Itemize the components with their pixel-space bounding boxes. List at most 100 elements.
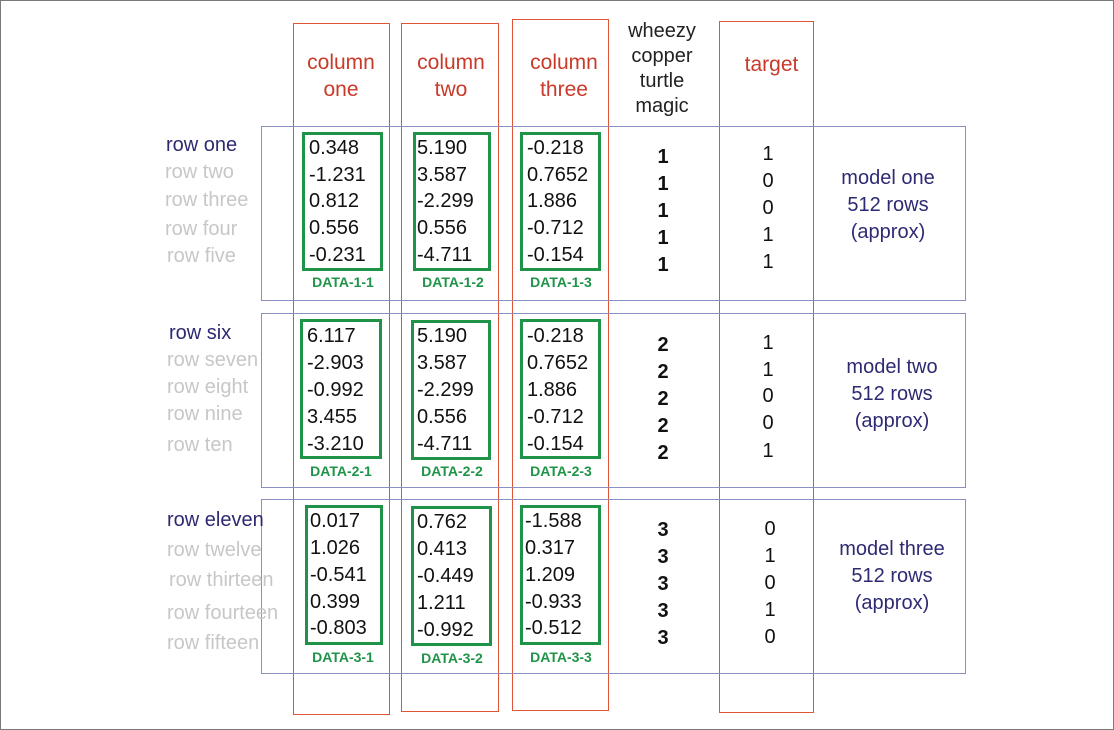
- data-value: -0.803: [310, 617, 367, 639]
- wheezy-value: 3: [657, 546, 669, 568]
- wheezy-value: 2: [657, 415, 669, 437]
- data-value: -0.218: [527, 137, 584, 159]
- data-box-3-1: [305, 505, 383, 645]
- column-header-line: copper: [631, 45, 693, 67]
- model-description-line: (approx): [850, 221, 926, 243]
- wheezy-value: 1: [657, 200, 669, 222]
- data-box-2-1: [300, 319, 382, 459]
- target-value: 0: [764, 518, 776, 540]
- data-box-1-1: [302, 132, 383, 271]
- model-box-one: [261, 126, 966, 301]
- data-value: -3.210: [307, 433, 364, 455]
- wheezy-value: 1: [657, 173, 669, 195]
- model-description-line: 512 rows: [847, 194, 929, 216]
- column-header-line: three: [540, 78, 588, 101]
- target-value: 1: [764, 599, 776, 621]
- target-value: 1: [762, 251, 774, 273]
- wheezy-value: 3: [657, 519, 669, 541]
- row-label: row two: [165, 161, 234, 183]
- model-description: model one 512 rows (approx): [813, 165, 963, 246]
- data-value: -1.231: [309, 164, 366, 186]
- data-value: 1.886: [527, 379, 578, 401]
- target-value: 1: [762, 332, 774, 354]
- data-value: -2.903: [307, 352, 364, 374]
- data-value: 0.556: [417, 217, 468, 239]
- model-box-three: [261, 499, 966, 674]
- target-value: 1: [762, 440, 774, 462]
- wheezy-value: 2: [657, 334, 669, 356]
- data-value: 3.455: [307, 406, 358, 428]
- row-label: row five: [167, 245, 236, 267]
- row-label: row fourteen: [167, 602, 279, 624]
- data-value: 0.413: [417, 538, 468, 560]
- model-description-line: (approx): [854, 410, 930, 432]
- target-value: 1: [762, 224, 774, 246]
- data-label: DATA-2-1: [310, 463, 372, 479]
- data-value: 0.317: [525, 537, 576, 559]
- target-value: 1: [762, 143, 774, 165]
- data-value: 1.886: [527, 190, 578, 212]
- target-value: 0: [764, 572, 776, 594]
- data-value: 0.348: [309, 137, 360, 159]
- data-value: 0.017: [310, 510, 361, 532]
- data-box-2-2: [411, 320, 491, 460]
- model-description-line: model one: [841, 167, 935, 189]
- data-value: -0.933: [525, 591, 582, 613]
- target-value: 0: [764, 626, 776, 648]
- target-value: 0: [762, 412, 774, 434]
- row-label: row four: [165, 218, 238, 240]
- data-value: -0.154: [527, 244, 584, 266]
- data-box-1-2: [413, 132, 491, 271]
- model-box-two: [261, 313, 966, 488]
- wheezy-value: 1: [657, 254, 669, 276]
- column-header-target: target: [719, 51, 824, 78]
- wheezy-value: 2: [657, 388, 669, 410]
- data-box-1-3: [520, 132, 601, 271]
- model-description-line: 512 rows: [851, 383, 933, 405]
- data-value: 1.026: [310, 537, 361, 559]
- target-value: 0: [762, 385, 774, 407]
- data-value: 0.556: [417, 406, 468, 428]
- data-value: 1.211: [417, 592, 466, 614]
- row-label: row one: [166, 134, 238, 156]
- column-frame-two: [401, 23, 499, 712]
- column-header-line: column: [307, 51, 375, 74]
- wheezy-value: 3: [657, 600, 669, 622]
- data-value: -0.154: [527, 433, 584, 455]
- data-label: DATA-3-1: [312, 649, 374, 665]
- column-header-line: one: [323, 78, 359, 101]
- row-label: row eleven: [167, 509, 264, 531]
- target-value: 0: [762, 197, 774, 219]
- row-label: row ten: [167, 434, 233, 456]
- data-value: -0.231: [309, 244, 366, 266]
- data-value: 0.556: [309, 217, 360, 239]
- data-value: -0.218: [527, 325, 584, 347]
- data-label: DATA-1-3: [530, 274, 592, 290]
- column-header-line: wheezy: [628, 20, 696, 42]
- data-value: -0.712: [527, 406, 584, 428]
- model-description-line: model two: [846, 356, 938, 378]
- wheezy-value: 3: [657, 627, 669, 649]
- data-label: DATA-2-3: [530, 463, 592, 479]
- data-value: 0.7652: [527, 164, 589, 186]
- data-value: -0.512: [525, 617, 582, 639]
- data-value: -0.992: [307, 379, 364, 401]
- model-description: model two 512 rows (approx): [817, 354, 967, 435]
- data-value: -2.299: [417, 379, 474, 401]
- data-value: -0.449: [417, 565, 474, 587]
- data-value: -0.541: [310, 564, 367, 586]
- data-label: DATA-1-2: [422, 274, 484, 290]
- wheezy-value: 3: [657, 573, 669, 595]
- data-value: 0.7652: [527, 352, 589, 374]
- column-header-line: column: [530, 51, 598, 74]
- model-description: model three 512 rows (approx): [817, 536, 967, 617]
- row-label: row three: [165, 189, 249, 211]
- data-box-3-2: [411, 506, 492, 646]
- column-header-line: magic: [635, 95, 689, 117]
- data-value: 5.190: [417, 325, 468, 347]
- data-value: -1.588: [525, 510, 582, 532]
- column-header-line: target: [744, 53, 799, 76]
- data-value: 5.190: [417, 137, 468, 159]
- data-box-2-3: [520, 319, 601, 459]
- column-frame-one: [293, 23, 390, 715]
